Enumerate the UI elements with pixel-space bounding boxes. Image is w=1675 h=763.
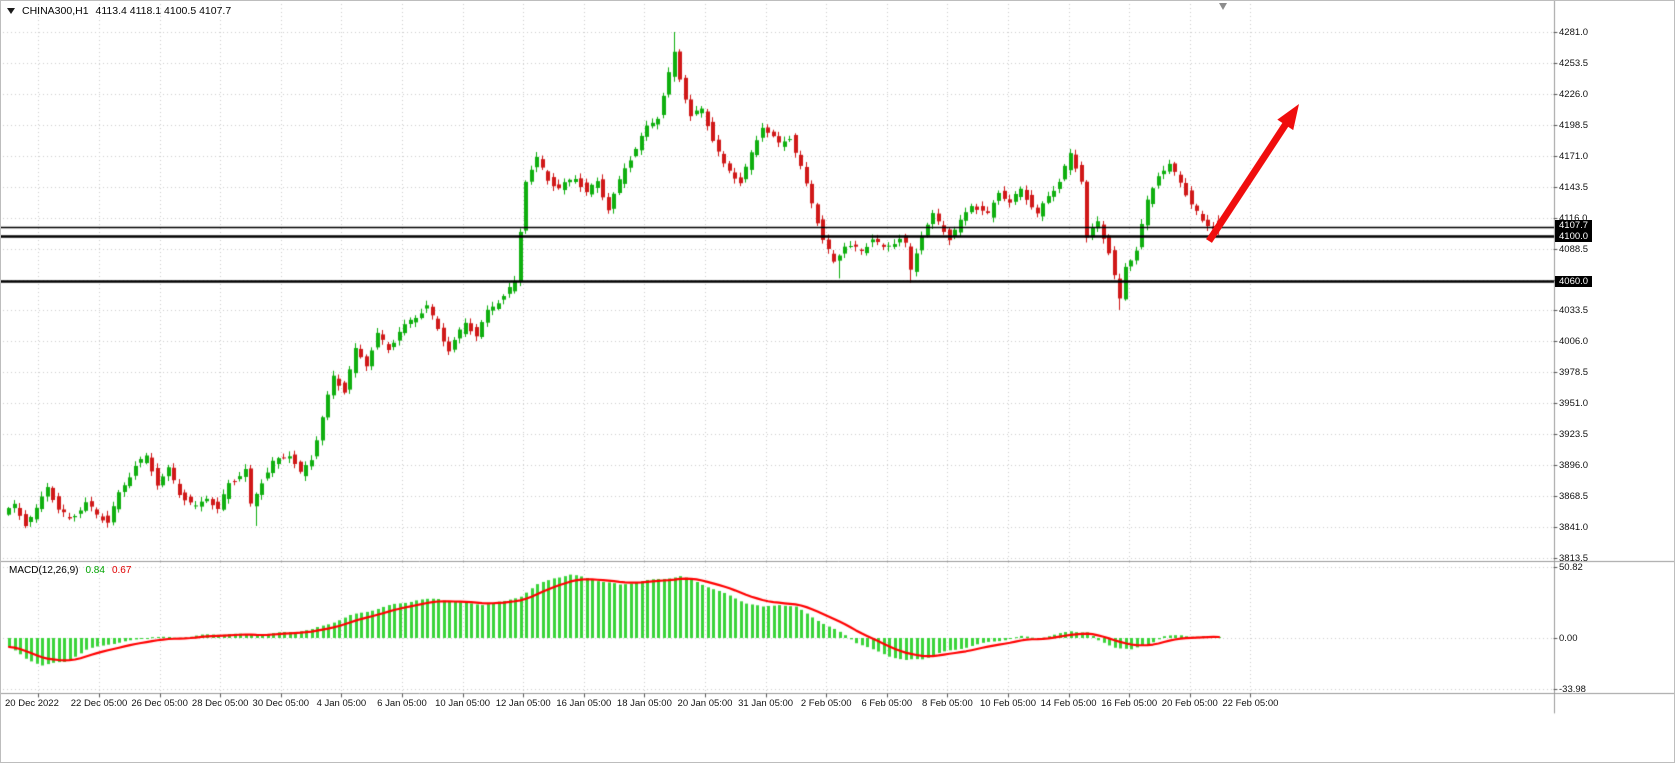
- macd-signal-value: 0.67: [111, 565, 132, 576]
- one-click-trading-toggle-icon[interactable]: [7, 8, 15, 14]
- macd-name-label: MACD(12,26,9): [9, 565, 79, 576]
- symbol-timeframe-label: CHINA300,H1: [22, 5, 89, 17]
- ohlc-values-label: 4113.4 4118.1 4100.5 4107.7: [95, 5, 232, 17]
- macd-indicator-label: MACD(12,26,9) 0.84 0.67: [9, 565, 131, 576]
- macd-main-value: 0.84: [85, 565, 105, 576]
- chart-header: CHINA300,H1 4113.4 4118.1 4100.5 4107.7: [7, 5, 231, 17]
- chart-shift-marker-icon[interactable]: [1219, 3, 1227, 10]
